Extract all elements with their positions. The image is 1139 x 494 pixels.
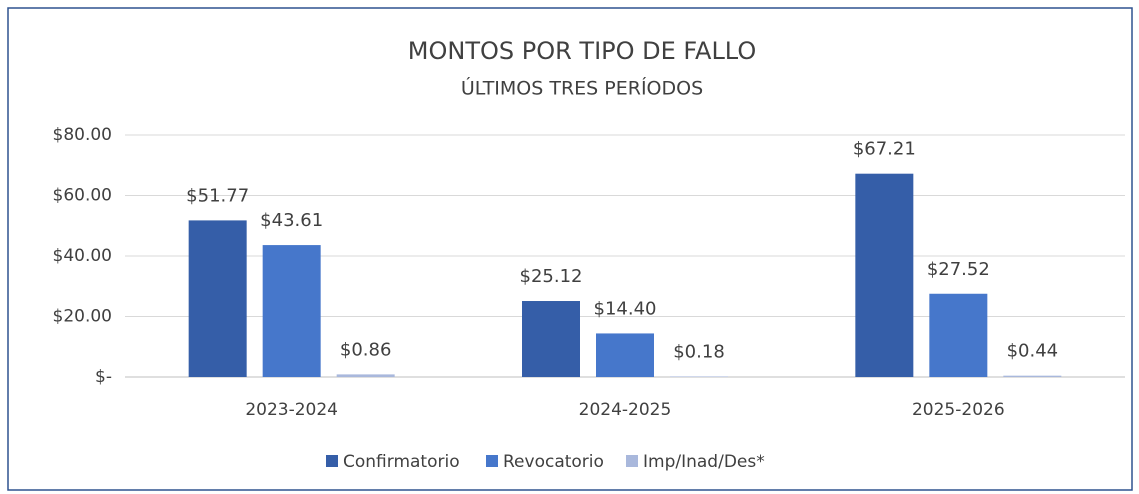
bar (855, 173, 914, 377)
value-label: $67.21 (853, 139, 916, 160)
value-label: $43.61 (260, 210, 323, 231)
y-tick-label: $40.00 (53, 246, 112, 266)
legend-swatch (326, 455, 338, 467)
chart-title: MONTOS POR TIPO DE FALLO (408, 37, 756, 65)
value-label: $51.77 (186, 185, 249, 206)
y-tick-label: $20.00 (53, 307, 112, 327)
value-label: $14.40 (594, 298, 657, 319)
legend-swatch (626, 455, 638, 467)
x-tick-label: 2025-2026 (912, 400, 1005, 420)
legend-label: Confirmatorio (343, 452, 460, 472)
bar (596, 333, 654, 377)
y-tick-label: $60.00 (53, 186, 112, 206)
bar (929, 293, 988, 377)
legend-label: Revocatorio (503, 452, 604, 472)
value-label: $0.18 (673, 341, 725, 362)
x-tick-label: 2024-2025 (579, 400, 672, 420)
bar (1003, 375, 1062, 377)
legend-swatch (486, 455, 498, 467)
y-tick-label: $80.00 (53, 125, 112, 145)
value-label: $0.44 (1007, 341, 1059, 362)
x-tick-label: 2023-2024 (245, 400, 338, 420)
y-tick-label: $- (95, 367, 112, 387)
legend-label: Imp/Inad/Des* (643, 452, 765, 472)
bar (188, 220, 247, 377)
bar (670, 376, 728, 377)
bar (336, 374, 395, 377)
chart-subtitle: ÚLTIMOS TRES PERÍODOS (461, 76, 703, 100)
value-label: $27.52 (927, 259, 990, 280)
bar (262, 245, 321, 377)
bar (522, 301, 580, 377)
value-label: $25.12 (520, 266, 583, 287)
value-label: $0.86 (340, 339, 392, 360)
